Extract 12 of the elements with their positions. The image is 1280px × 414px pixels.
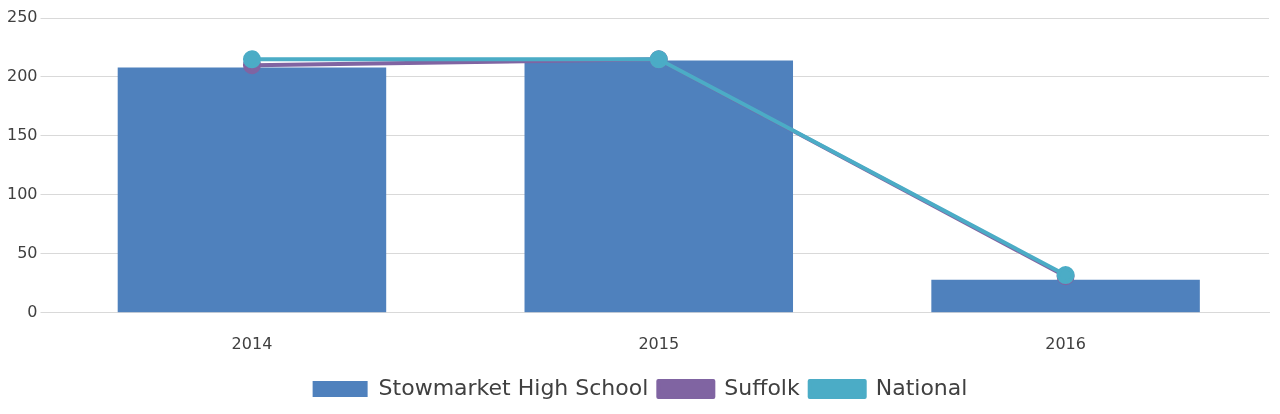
x-tick-label: 2014 xyxy=(231,333,273,353)
y-tick-label: 100 xyxy=(6,184,38,204)
legend-label: Suffolk xyxy=(724,374,800,400)
y-tick-label: 200 xyxy=(6,66,38,86)
y-tick-label: 250 xyxy=(6,7,38,27)
y-tick-label: 50 xyxy=(17,243,38,262)
x-tick-label: 2016 xyxy=(1045,333,1086,353)
legend-label: National xyxy=(875,374,968,400)
y-tick-label: 150 xyxy=(6,125,38,145)
legend-label: Stowmarket High School xyxy=(378,374,649,400)
x-tick-label: 2015 xyxy=(638,333,680,353)
y-tick-label: 0 xyxy=(27,301,38,321)
